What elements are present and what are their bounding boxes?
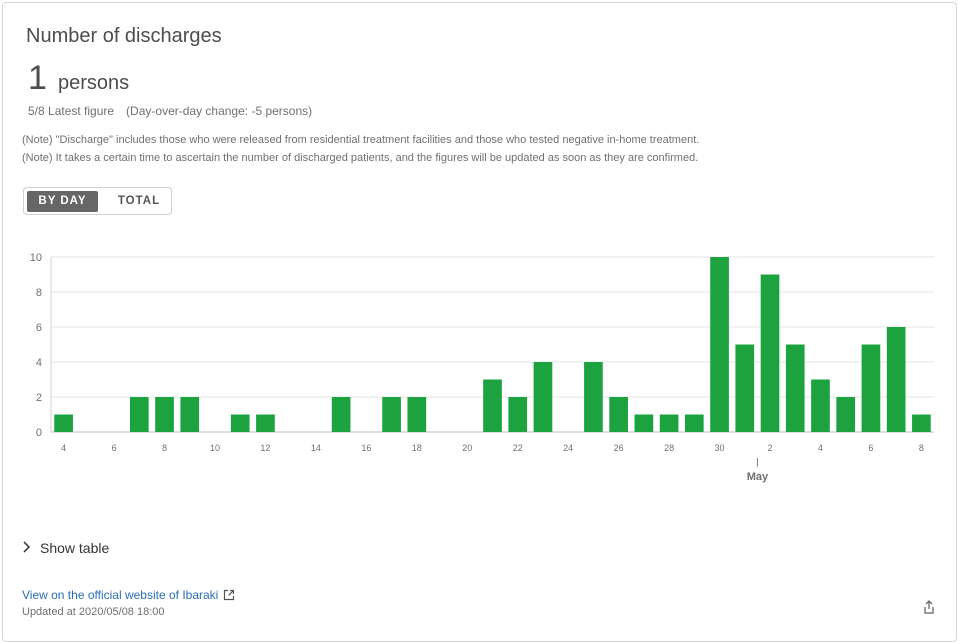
note-update-timing: (Note) It takes a certain time to ascert… [22, 152, 699, 164]
x-tick-label: 12 [260, 443, 270, 453]
y-tick-label: 6 [36, 322, 42, 334]
x-tick-label: 18 [412, 443, 422, 453]
bar [634, 414, 654, 432]
headline-unit: persons [58, 72, 130, 94]
x-tick-label: 22 [513, 443, 523, 453]
bar [912, 414, 931, 432]
latest-figure-caption: 5/8 Latest figure (Day-over-day change: … [28, 104, 313, 118]
y-tick-label: 2 [36, 392, 42, 404]
bar [407, 397, 427, 432]
official-website-link[interactable]: View on the official website of Ibaraki [22, 588, 235, 602]
headline-value: 1 [28, 59, 47, 97]
bar [609, 397, 628, 432]
month-label: May [747, 471, 769, 483]
bar [54, 414, 73, 432]
external-link-icon [223, 589, 235, 601]
bar [886, 327, 906, 432]
bar [331, 397, 351, 432]
bar [861, 344, 881, 432]
x-tick-label: 8 [919, 443, 924, 453]
x-tick-label: 8 [162, 443, 167, 453]
y-tick-label: 0 [36, 427, 42, 439]
official-website-link-label: View on the official website of Ibaraki [22, 588, 219, 602]
y-tick-label: 8 [36, 287, 42, 299]
x-tick-label: 16 [361, 443, 371, 453]
bar [483, 379, 502, 432]
x-tick-label: 2 [768, 443, 773, 453]
bar [180, 397, 200, 432]
note-discharge-definition: (Note) "Discharge" includes those who we… [22, 134, 700, 146]
bar [811, 379, 830, 432]
by-day-button[interactable]: BY DAY [27, 191, 98, 212]
x-tick-label: 26 [614, 443, 624, 453]
bar [735, 344, 755, 432]
show-table-toggle[interactable]: Show table [22, 540, 109, 556]
bar [836, 397, 856, 432]
bar [230, 414, 250, 432]
x-tick-label: 28 [664, 443, 674, 453]
y-tick-label: 4 [36, 357, 42, 369]
show-table-label: Show table [40, 540, 110, 556]
bar [760, 274, 780, 432]
bar [785, 344, 805, 432]
total-button[interactable]: TOTAL [117, 195, 161, 207]
bar [533, 362, 553, 432]
x-tick-label: 20 [462, 443, 472, 453]
x-tick-label: 6 [868, 443, 873, 453]
bar [710, 257, 729, 432]
x-tick-label: 24 [563, 443, 573, 453]
x-tick-label: 30 [715, 443, 725, 453]
card-title: Number of discharges [26, 25, 222, 47]
x-tick-label: 4 [818, 443, 823, 453]
bar [155, 397, 174, 432]
bar [584, 362, 603, 432]
bar [129, 397, 149, 432]
share-icon[interactable] [922, 600, 936, 614]
x-tick-label: 6 [112, 443, 117, 453]
y-tick-label: 10 [30, 252, 42, 264]
updated-timestamp: Updated at 2020/05/08 18:00 [22, 606, 165, 618]
x-tick-label: 10 [210, 443, 220, 453]
bar [508, 397, 528, 432]
chevron-right-icon [22, 540, 40, 556]
bar [659, 414, 679, 432]
bar [684, 414, 704, 432]
x-tick-label: 14 [311, 443, 321, 453]
view-toggle: BY DAY TOTAL [23, 187, 172, 215]
bar [256, 414, 275, 432]
x-tick-label: 4 [61, 443, 66, 453]
bar [382, 397, 401, 432]
